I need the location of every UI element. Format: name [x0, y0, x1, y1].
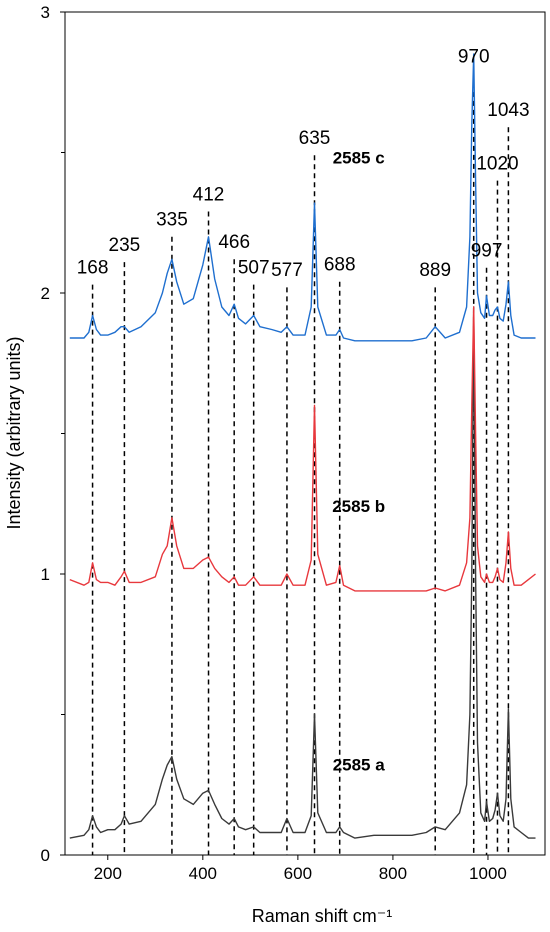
peak-label-889: 889 — [419, 260, 451, 281]
series-line-c — [69, 53, 536, 342]
series-line-b — [69, 306, 536, 592]
x-tick-label: 1000 — [469, 864, 507, 883]
y-tick-label: 3 — [41, 3, 50, 22]
series-label-b: 2585 b — [332, 497, 385, 516]
x-tick-label: 600 — [284, 864, 312, 883]
peak-label-970: 970 — [458, 47, 490, 68]
x-tick-label: 200 — [94, 864, 122, 883]
peak-label-1043: 1043 — [487, 100, 529, 121]
peak-label-507: 507 — [238, 257, 270, 278]
reference-lines — [91, 73, 510, 855]
y-tick-label: 1 — [41, 565, 50, 584]
series-line-a — [69, 306, 536, 839]
series-labels: 2585 a 2585 b 2585 c — [332, 149, 385, 775]
peak-label-335: 335 — [156, 210, 188, 231]
y-tick-label: 2 — [41, 284, 50, 303]
series-layer — [69, 53, 536, 839]
peak-label-1020: 1020 — [476, 153, 518, 174]
series-label-c: 2585 c — [333, 149, 385, 168]
peak-label-168: 168 — [77, 257, 109, 278]
peak-label-235: 235 — [109, 235, 141, 256]
x-tick-label: 800 — [379, 864, 407, 883]
x-axis-title: Raman shift cm⁻¹ — [252, 906, 393, 926]
axes: 200 400 600 800 1000 0 1 2 3 — [41, 3, 546, 883]
y-tick-label: 0 — [41, 846, 50, 865]
peak-label-577: 577 — [271, 260, 303, 281]
x-tick-label: 400 — [189, 864, 217, 883]
peak-label-412: 412 — [193, 184, 225, 205]
peak-label-688: 688 — [324, 255, 356, 276]
peak-label-466: 466 — [218, 232, 250, 253]
y-axis-title: Intensity (arbitrary units) — [4, 336, 24, 529]
peak-label-997: 997 — [471, 240, 503, 261]
peak-label-635: 635 — [299, 128, 331, 149]
series-label-a: 2585 a — [333, 756, 386, 775]
